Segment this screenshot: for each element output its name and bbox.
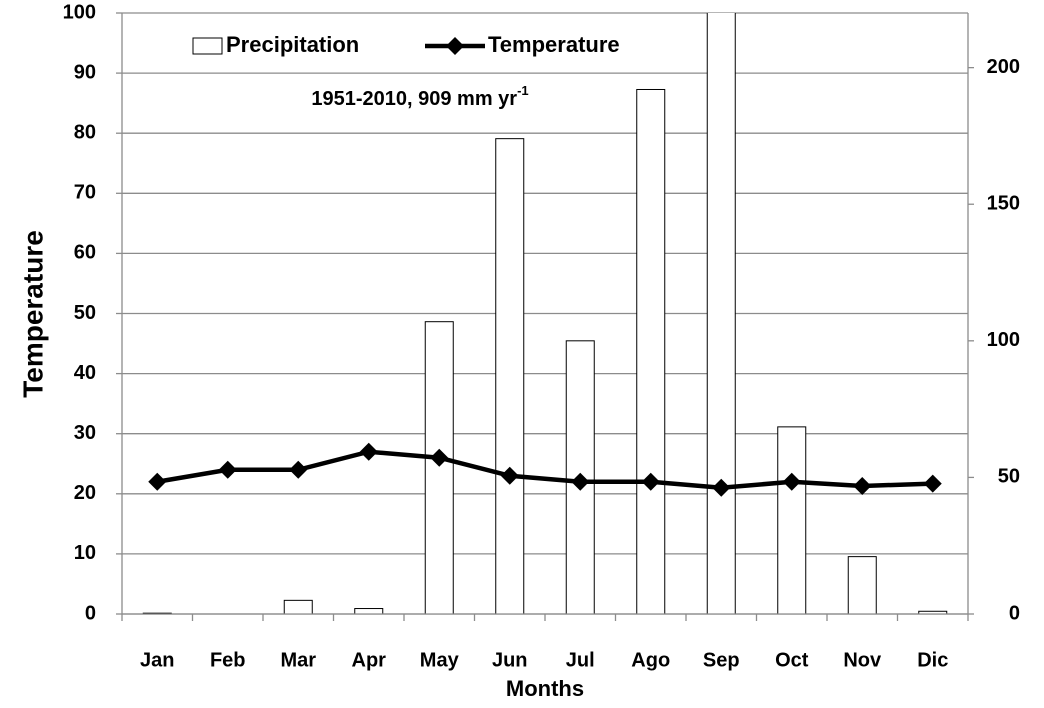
x-tick-label: Apr	[352, 649, 387, 671]
marker	[148, 472, 167, 491]
y-tick-label: 40	[74, 362, 96, 384]
marker	[923, 474, 942, 493]
bar	[354, 608, 384, 614]
marker	[853, 476, 872, 495]
legend-swatch	[192, 37, 223, 55]
bar	[424, 321, 454, 614]
y2-tick-label: 50	[998, 466, 1020, 488]
bar	[777, 426, 807, 614]
y2-tick-label: 100	[987, 329, 1020, 351]
y2-tick-label: 200	[987, 56, 1020, 78]
bar	[495, 138, 525, 614]
y-tick-label: 30	[74, 422, 96, 444]
x-axis-label: Months	[506, 676, 584, 701]
bar	[918, 610, 948, 614]
bar	[706, 13, 736, 614]
x-tick-label: Oct	[775, 649, 809, 671]
x-tick-label: Sep	[703, 649, 740, 671]
marker	[430, 448, 449, 467]
x-tick-label: Mar	[280, 649, 316, 671]
marker	[359, 442, 378, 461]
marker	[571, 472, 590, 491]
annotation: 1951-2010, 909 mm yr-1	[311, 83, 528, 110]
y2-tick-label: 150	[987, 193, 1020, 215]
bar	[847, 556, 877, 614]
x-tick-label: Feb	[210, 649, 246, 671]
x-tick-label: May	[420, 649, 460, 671]
x-tick-label: Ago	[631, 649, 670, 671]
bar	[636, 88, 666, 614]
marker	[641, 472, 660, 491]
y-axis-label: Temperature	[17, 230, 48, 398]
x-tick-label: Jan	[140, 649, 174, 671]
x-tick-label: Jul	[566, 649, 595, 671]
legend-marker	[446, 37, 464, 55]
x-tick-label: Jun	[492, 649, 528, 671]
marker	[218, 460, 237, 479]
y-tick-label: 80	[74, 121, 96, 143]
x-tick-label: Dic	[917, 649, 948, 671]
bar	[283, 599, 313, 614]
legend-label: Temperature	[488, 32, 620, 57]
line	[156, 449, 933, 491]
marker	[500, 466, 519, 485]
y2-tick-label: 0	[1009, 602, 1020, 624]
x-tick-label: Nov	[843, 649, 882, 671]
y-tick-label: 10	[74, 542, 96, 564]
y-tick-label: 70	[74, 182, 96, 204]
marker	[289, 460, 308, 479]
y-tick-label: 20	[74, 482, 96, 504]
y-tick-label: 0	[85, 602, 96, 624]
legend-label: Precipitation	[226, 32, 359, 57]
marker	[712, 478, 731, 497]
y-tick-label: 50	[74, 302, 96, 324]
y-tick-label: 100	[63, 1, 96, 23]
y-tick-label: 60	[74, 242, 96, 264]
y-tick-label: 90	[74, 61, 96, 83]
marker	[782, 472, 801, 491]
